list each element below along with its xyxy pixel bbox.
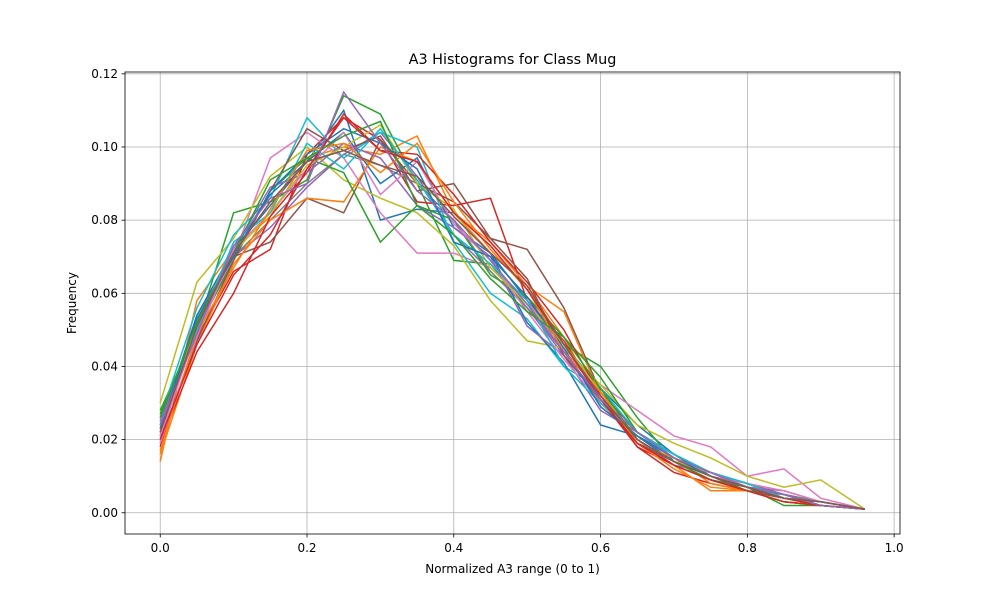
series-line-23 bbox=[159, 116, 865, 510]
x-tick-label: 0.2 bbox=[297, 541, 316, 555]
x-tick-label: 1.0 bbox=[885, 541, 904, 555]
chart-title: A3 Histograms for Class Mug bbox=[409, 52, 617, 68]
x-tick-label: 0.6 bbox=[591, 541, 610, 555]
series-lines bbox=[159, 90, 866, 510]
y-tick-label: 0.08 bbox=[91, 213, 118, 227]
x-axis-ticks: 0.0 0.2 0.4 0.6 0.8 1.0 bbox=[151, 534, 904, 555]
y-tick-label: 0.02 bbox=[91, 433, 118, 447]
x-tick-label: 0.0 bbox=[151, 541, 170, 555]
y-tick-label: 0.00 bbox=[91, 506, 118, 520]
x-tick-label: 0.8 bbox=[738, 541, 757, 555]
series-line-9 bbox=[159, 146, 866, 510]
y-tick-label: 0.06 bbox=[91, 286, 118, 300]
y-tick-label: 0.10 bbox=[91, 140, 118, 154]
series-line-7 bbox=[159, 131, 865, 510]
y-tick-label: 0.04 bbox=[91, 359, 118, 373]
x-axis-title: Normalized A3 range (0 to 1) bbox=[425, 562, 600, 576]
plot-frame bbox=[124, 71, 901, 535]
x-tick-label: 0.4 bbox=[444, 541, 463, 555]
series-line-25 bbox=[159, 149, 865, 510]
y-axis-ticks: 0.00 0.02 0.04 0.06 0.08 0.10 0.12 bbox=[91, 67, 125, 520]
y-axis-title: Frequency bbox=[65, 272, 79, 334]
y-tick-label: 0.12 bbox=[91, 67, 118, 81]
